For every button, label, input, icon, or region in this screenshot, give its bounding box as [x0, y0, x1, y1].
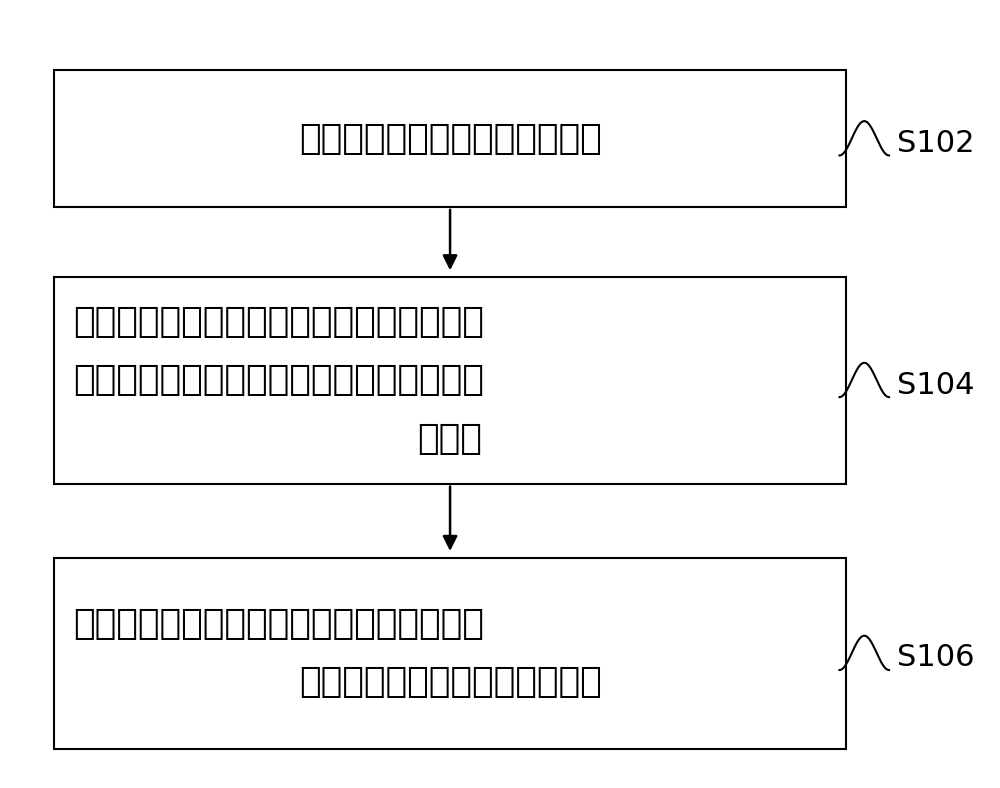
Text: S104: S104	[897, 370, 974, 400]
Text: S106: S106	[897, 644, 974, 672]
Text: S102: S102	[897, 129, 974, 158]
FancyBboxPatch shape	[54, 70, 846, 207]
Text: 风温度，控制空调系统的总能耗: 风温度，控制空调系统的总能耗	[299, 666, 601, 700]
Text: 检测服务器的控制芯片的温度值: 检测服务器的控制芯片的温度值	[299, 121, 601, 156]
Text: 基于调整处于工作状态的服务器数量以及送: 基于调整处于工作状态的服务器数量以及送	[74, 607, 484, 641]
Text: 基于温度值，采用预设负载调度策略调整处: 基于温度值，采用预设负载调度策略调整处	[74, 305, 484, 339]
Text: 风温度: 风温度	[418, 422, 483, 455]
FancyBboxPatch shape	[54, 277, 846, 484]
Text: 于工作状态的服务器数量以及空调设备的送: 于工作状态的服务器数量以及空调设备的送	[74, 363, 484, 397]
FancyBboxPatch shape	[54, 558, 846, 749]
